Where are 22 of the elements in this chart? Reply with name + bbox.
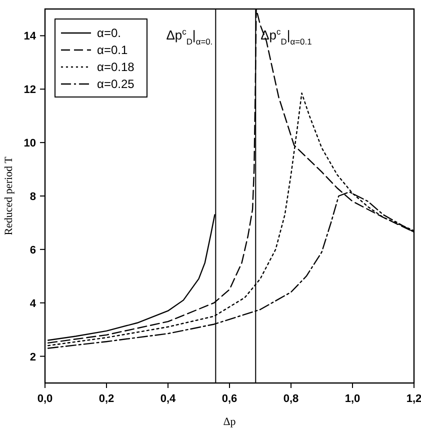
- legend-label: α=0.: [97, 26, 121, 40]
- x-tick-label: 1,0: [344, 393, 360, 405]
- legend-label: α=0.25: [97, 77, 135, 91]
- y-tick-label: 4: [30, 298, 37, 310]
- y-tick-label: 2: [30, 351, 36, 364]
- y-tick-label: 12: [24, 84, 36, 96]
- annotation: Δp$^{c}$$_{D}$|$_{α=0.}$: [166, 26, 213, 47]
- legend-label: α=0.1: [97, 43, 128, 57]
- x-tick-label: 0,2: [98, 393, 114, 405]
- x-tick-label: 0,8: [283, 393, 299, 405]
- y-tick-label: 8: [30, 191, 36, 203]
- x-tick-label: 0,6: [222, 393, 238, 405]
- y-tick-label: 14: [24, 30, 37, 43]
- y-tick-label: 6: [30, 244, 36, 256]
- x-tick-label: 0,0: [37, 393, 53, 405]
- legend-label: α=0.18: [97, 60, 135, 74]
- x-tick-label: 1,2: [406, 393, 421, 405]
- y-tick-label: 10: [24, 138, 36, 150]
- y-axis-title: Reduced period T: [3, 156, 15, 236]
- annotation: Δp$^{c}$$_{D}$|$_{α=0.1}$: [260, 26, 312, 47]
- x-axis-title: Δp: [223, 416, 236, 428]
- x-tick-label: 0,4: [160, 393, 177, 405]
